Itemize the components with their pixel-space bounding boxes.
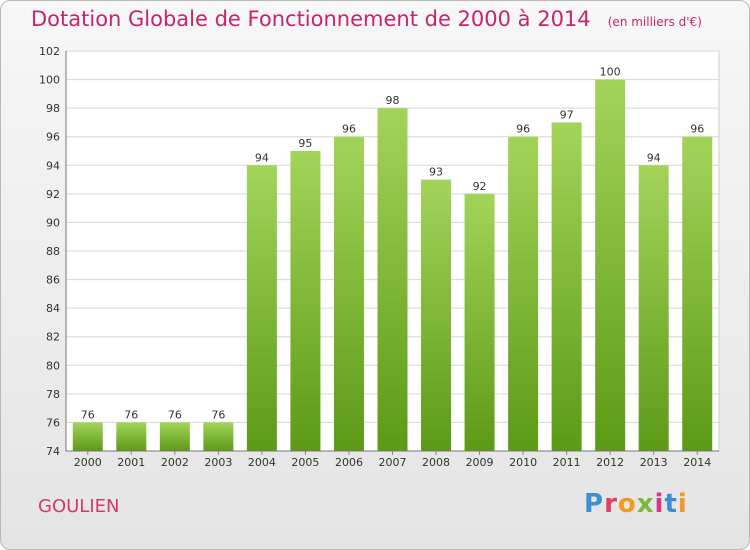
bar-value-label: 96 xyxy=(516,123,530,136)
y-tick-label: 86 xyxy=(46,274,60,287)
bar xyxy=(333,136,364,451)
x-tick-label: 2010 xyxy=(509,456,537,469)
x-tick-label: 2000 xyxy=(74,456,102,469)
bar-value-label: 96 xyxy=(342,123,356,136)
proxiti-logo: Proxiti xyxy=(584,489,688,519)
bar-value-label: 76 xyxy=(211,408,225,421)
chart-unit-label: (en milliers d'€) xyxy=(607,15,702,29)
bar xyxy=(159,422,190,451)
y-tick-label: 74 xyxy=(46,445,60,458)
bar xyxy=(551,122,582,451)
y-tick-label: 92 xyxy=(46,188,60,201)
bar xyxy=(682,136,713,451)
bar xyxy=(508,136,539,451)
bar-value-label: 92 xyxy=(473,180,487,193)
logo-letter: r xyxy=(604,489,618,519)
bar-value-label: 94 xyxy=(647,151,661,164)
logo-letter: i xyxy=(677,489,688,519)
chart-title-text: Dotation Globale de Fonctionnement de 20… xyxy=(31,7,591,31)
bar-value-label: 76 xyxy=(81,408,95,421)
x-tick-label: 2013 xyxy=(640,456,668,469)
x-tick-label: 2007 xyxy=(379,456,407,469)
chart-title: Dotation Globale de Fonctionnement de 20… xyxy=(31,7,702,31)
y-tick-label: 100 xyxy=(39,74,60,87)
y-tick-label: 84 xyxy=(46,302,60,315)
x-tick-label: 2001 xyxy=(117,456,145,469)
bar xyxy=(203,422,234,451)
bar xyxy=(246,165,277,452)
bar-value-label: 76 xyxy=(124,408,138,421)
y-tick-label: 76 xyxy=(46,416,60,429)
bar xyxy=(116,422,147,451)
bar-value-label: 96 xyxy=(690,123,704,136)
x-tick-label: 2002 xyxy=(161,456,189,469)
bar-value-label: 98 xyxy=(386,94,400,107)
x-tick-label: 2004 xyxy=(248,456,276,469)
bar xyxy=(421,179,452,452)
x-tick-label: 2006 xyxy=(335,456,363,469)
x-tick-label: 2012 xyxy=(596,456,624,469)
bar xyxy=(377,108,408,452)
bar-value-label: 76 xyxy=(168,408,182,421)
logo-letter: i xyxy=(654,489,665,519)
x-tick-label: 2009 xyxy=(466,456,494,469)
logo-letter: o xyxy=(617,489,637,519)
logo-letter: t xyxy=(664,489,678,519)
bar xyxy=(595,79,626,452)
logo-letter: P xyxy=(584,489,605,519)
bar-value-label: 94 xyxy=(255,151,269,164)
city-name: GOULIEN xyxy=(38,496,120,517)
y-tick-label: 90 xyxy=(46,216,60,229)
y-tick-label: 80 xyxy=(46,359,60,372)
bar xyxy=(290,151,321,451)
x-tick-label: 2005 xyxy=(291,456,319,469)
bar xyxy=(638,165,669,452)
bar xyxy=(72,422,103,451)
y-tick-label: 102 xyxy=(39,45,60,58)
y-tick-label: 96 xyxy=(46,131,60,144)
y-tick-label: 94 xyxy=(46,159,60,172)
bar-value-label: 97 xyxy=(560,108,574,121)
y-tick-label: 82 xyxy=(46,331,60,344)
x-tick-label: 2003 xyxy=(204,456,232,469)
y-tick-label: 98 xyxy=(46,102,60,115)
y-tick-label: 88 xyxy=(46,245,60,258)
logo-letter: x xyxy=(636,489,655,519)
x-tick-label: 2008 xyxy=(422,456,450,469)
x-tick-label: 2011 xyxy=(553,456,581,469)
bar-value-label: 95 xyxy=(298,137,312,150)
bar-value-label: 93 xyxy=(429,166,443,179)
bar-value-label: 100 xyxy=(600,66,621,79)
bar xyxy=(464,193,495,451)
y-tick-label: 78 xyxy=(46,388,60,401)
x-tick-label: 2014 xyxy=(683,456,711,469)
